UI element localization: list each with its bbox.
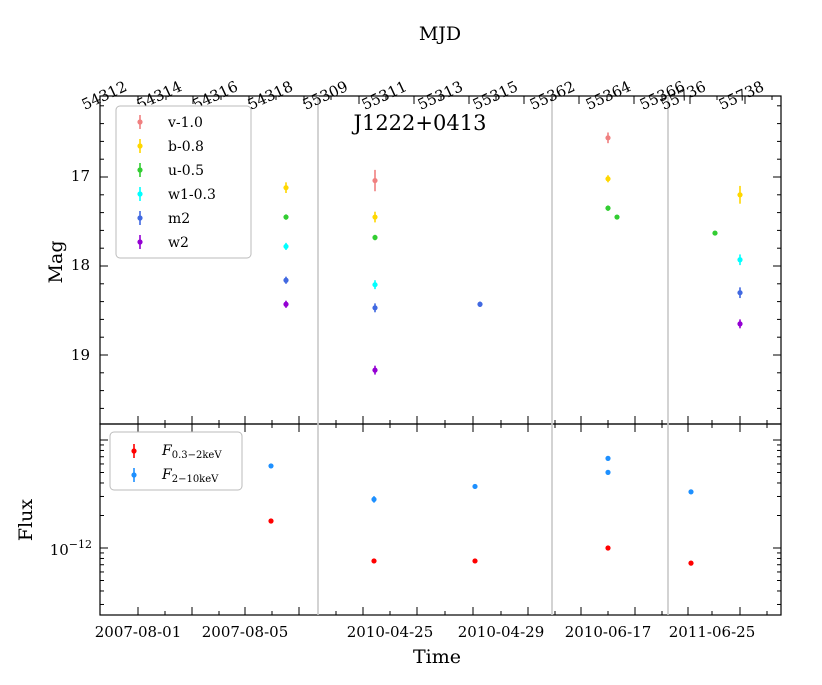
mag-point <box>372 234 378 241</box>
flux-point <box>605 455 611 461</box>
mag-legend-marks <box>137 115 143 249</box>
mag-point <box>283 185 289 191</box>
top-axis-title: MJD <box>419 23 461 45</box>
legend-marker <box>137 215 143 221</box>
bottom-tick-label: 2007-08-01 <box>95 623 181 641</box>
legend-label: w2 <box>168 235 189 251</box>
legend-label: u-0.5 <box>168 163 204 179</box>
chart-title: J1222+0413 <box>352 111 487 135</box>
flux-point <box>605 469 611 475</box>
flux-y-tick-base: 10 <box>50 541 69 559</box>
flux-legend-name: F <box>161 443 173 459</box>
mag-point <box>372 214 378 220</box>
legend-label: m2 <box>168 211 190 227</box>
flux-y-axis-title: Flux <box>15 499 37 541</box>
mag-point <box>737 290 743 296</box>
mag-point <box>605 135 611 141</box>
flux-panel-frame <box>99 423 782 616</box>
mag-legend-box <box>115 105 252 259</box>
top-tick-label: 55311 <box>359 77 410 113</box>
flux-legend-marks <box>131 444 137 482</box>
legend-marker <box>137 143 143 149</box>
flux-point <box>688 560 694 566</box>
mag-y-tick-label: 17 <box>71 167 90 185</box>
mag-point <box>605 205 611 211</box>
mag-point <box>283 243 289 250</box>
top-tick-label: 55309 <box>300 77 351 113</box>
top-tick-label: 55738 <box>716 77 767 113</box>
legend-marker <box>137 119 143 125</box>
mag-point <box>737 321 743 327</box>
flux-point <box>472 558 478 564</box>
flux-point <box>268 463 274 469</box>
x-axis-title: Time <box>413 646 461 668</box>
mag-point <box>737 192 743 198</box>
legend-marker <box>137 191 143 197</box>
top-tick-label: 55364 <box>583 77 634 113</box>
legend-marker <box>137 239 143 245</box>
mag-point <box>614 214 620 220</box>
mag-point <box>283 214 289 220</box>
ticks-layer <box>100 96 781 615</box>
flux-legend-box <box>109 431 243 491</box>
flux-point <box>371 496 377 502</box>
mag-point <box>712 230 718 236</box>
bottom-tick-label: 2011-06-25 <box>669 623 755 641</box>
mag-point <box>605 176 611 182</box>
mag-point <box>283 301 289 307</box>
mag-y-tick-label: 18 <box>71 256 90 274</box>
mag-point <box>737 257 743 263</box>
bottom-tick-label: 2007-08-05 <box>202 623 288 641</box>
legend-marker <box>137 167 143 173</box>
mag-y-axis-title: Mag <box>45 241 67 284</box>
flux-legend-label: F2−10keV <box>161 467 219 485</box>
flux-legend-sub: 0.3−2keV <box>172 450 223 461</box>
flux-legend-label: F0.3−2keV <box>161 443 222 461</box>
mag-point <box>372 305 378 311</box>
mag-point <box>372 177 378 184</box>
top-tick-label: 55736 <box>658 77 709 113</box>
mag-point <box>372 367 378 373</box>
flux-point <box>688 489 694 495</box>
legend-label: w1-0.3 <box>168 187 216 203</box>
flux-point <box>472 483 478 490</box>
legend-marker <box>131 472 137 478</box>
mag-legend: v-1.0 b-0.8 u-0.5 w1-0.3 m2 w2 <box>115 105 252 259</box>
bottom-tick-labels: 2007-08-01 2007-08-05 2010-04-25 2010-04… <box>95 623 755 641</box>
top-tick-label: 54318 <box>245 77 296 113</box>
bottom-tick-label: 2010-04-25 <box>347 623 433 641</box>
top-tick-label: 55315 <box>470 77 521 113</box>
marks-layer <box>142 132 743 566</box>
flux-point <box>371 558 377 564</box>
segment-separators <box>317 96 669 615</box>
flux-point <box>268 518 274 524</box>
flux-y-tick-label: 10−12 <box>50 538 92 559</box>
legend-marker <box>131 448 137 454</box>
flux-y-tick-exp: −12 <box>69 538 92 551</box>
flux-legend-sub: 2−10keV <box>172 474 219 485</box>
legend-label: v-1.0 <box>167 115 203 131</box>
legend-label: b-0.8 <box>168 139 204 155</box>
mag-point <box>477 301 483 307</box>
mag-point <box>372 282 378 288</box>
mag-y-tick-labels: 17 18 19 <box>71 167 90 364</box>
flux-legend: F0.3−2keV F2−10keV <box>109 431 243 491</box>
bottom-tick-label: 2010-04-29 <box>458 623 544 641</box>
bottom-tick-label: 2010-06-17 <box>565 623 651 641</box>
top-tick-label: 55313 <box>415 77 466 113</box>
flux-point <box>605 545 611 551</box>
mag-point <box>283 277 289 283</box>
mag-y-tick-label: 19 <box>71 346 90 364</box>
flux-legend-name: F <box>161 467 173 483</box>
